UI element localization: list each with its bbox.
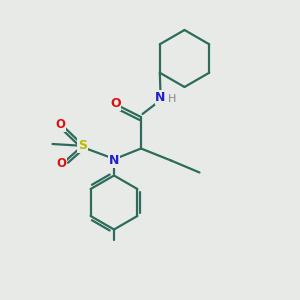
Text: S: S bbox=[78, 139, 87, 152]
Text: N: N bbox=[155, 91, 166, 104]
Text: O: O bbox=[56, 157, 67, 170]
Text: H: H bbox=[168, 94, 176, 104]
Text: O: O bbox=[110, 97, 121, 110]
Text: O: O bbox=[55, 118, 65, 131]
Text: N: N bbox=[109, 154, 119, 167]
